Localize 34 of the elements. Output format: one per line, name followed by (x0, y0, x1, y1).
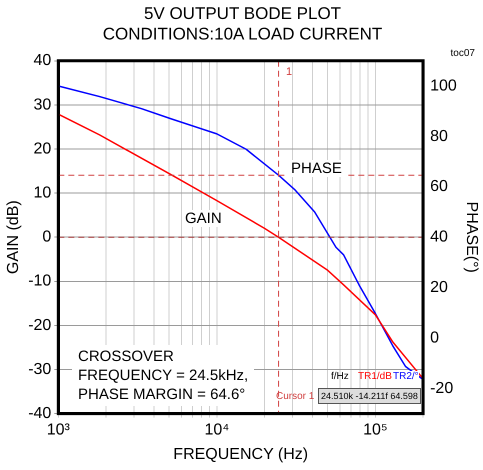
y2-tick-label: 80 (430, 128, 448, 145)
y2-axis-title: PHASE(°) (462, 202, 480, 273)
y-tick-label: -40 (28, 405, 52, 422)
annotation: Cursor 1 (276, 391, 314, 402)
chart-subtitle: CONDITIONS:10A LOAD CURRENT (102, 24, 382, 44)
x-axis-title: FREQUENCY (Hz) (173, 446, 308, 463)
y-tick-label: 10 (34, 184, 52, 202)
annotation: 1 (286, 66, 292, 78)
x-tick-label: 10³ (46, 422, 71, 439)
y2-tick-label: 100 (430, 77, 457, 94)
annotation: CROSSOVER FREQUENCY = 24.5kHz, PHASE MARGIN = 64.6° (72, 345, 254, 406)
y-tick-label: 0 (42, 228, 52, 246)
text: toc07 (450, 48, 475, 59)
y-tick-label: -20 (28, 316, 52, 334)
y-tick-label: 40 (34, 52, 52, 70)
annotation: PHASE (288, 160, 345, 177)
y-tick-label: -10 (28, 272, 52, 290)
y-tick-label: 30 (34, 96, 52, 114)
x-tick-label: 10⁴ (204, 422, 230, 439)
y-axis-title: GAIN (dB) (5, 200, 22, 274)
annotation: f/Hz (331, 371, 349, 382)
annotation: TR2/° (393, 371, 419, 382)
annotation: TR1/dB (358, 371, 392, 382)
y-tick-label: 20 (34, 140, 52, 158)
y2-tick-label: 60 (430, 178, 448, 196)
chart-title: 5V OUTPUT BODE PLOT (144, 4, 342, 23)
y2-tick-label: 0 (430, 329, 440, 346)
y-tick-label: -30 (28, 360, 52, 378)
y2-tick-label: 40 (430, 228, 448, 246)
annotation: 24.510k -14.211f 64.598 (318, 388, 421, 404)
annotation: GAIN (182, 210, 225, 227)
y2-tick-label: -20 (430, 380, 454, 397)
x-tick-label: 10⁵ (363, 422, 388, 439)
y2-tick-label: 20 (430, 279, 448, 296)
